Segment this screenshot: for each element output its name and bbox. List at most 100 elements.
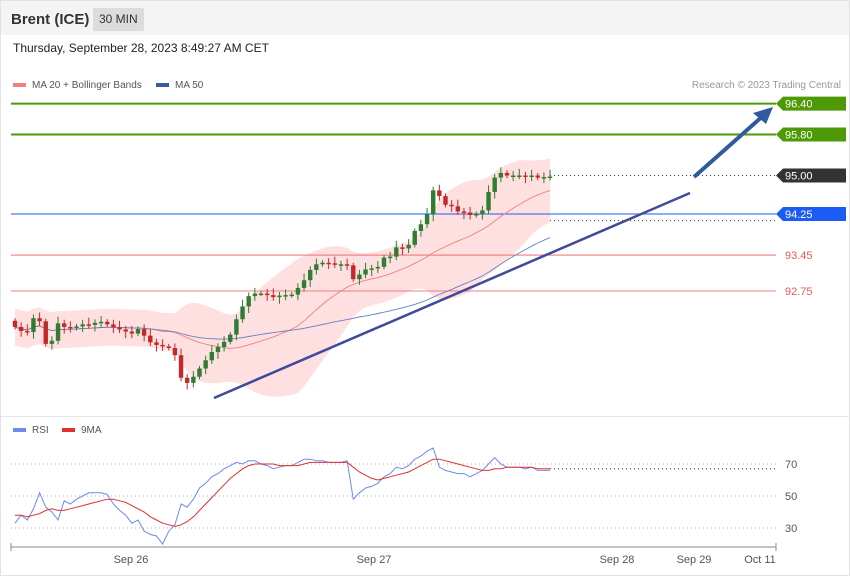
candle-body xyxy=(178,355,184,378)
candle-body xyxy=(277,295,282,298)
projection-arrow-head xyxy=(753,107,773,124)
candle-body xyxy=(320,262,325,265)
rsi-swatch xyxy=(13,428,26,433)
candle-body xyxy=(431,190,436,215)
candle-body xyxy=(31,318,36,333)
candle-body xyxy=(141,328,147,336)
rsi-tick-50: 50 xyxy=(785,491,797,503)
level-label-93.45: 93.45 xyxy=(785,250,813,262)
candle-body xyxy=(98,321,104,324)
candle-body xyxy=(443,196,448,205)
candle-body xyxy=(49,340,55,344)
candle-body xyxy=(123,329,128,332)
candle-body xyxy=(418,224,424,231)
bollinger-band xyxy=(15,158,551,397)
candle-body xyxy=(154,342,159,345)
candle-body xyxy=(332,263,337,265)
candle-body xyxy=(381,257,387,267)
candle-body xyxy=(369,268,374,270)
candle-body xyxy=(467,212,473,216)
candle-body xyxy=(148,335,153,343)
rsi-line xyxy=(14,447,551,545)
candle-body xyxy=(492,177,497,192)
ma50-line xyxy=(14,237,551,340)
panel-divider xyxy=(1,416,849,417)
candle-body xyxy=(363,269,368,275)
candle-body xyxy=(92,322,98,325)
legend-9ma: 9MA xyxy=(62,425,102,436)
candle-body xyxy=(529,175,534,178)
candle-body xyxy=(215,346,221,353)
rsi-ma-label: 9MA xyxy=(81,425,102,436)
candle-body xyxy=(62,323,67,327)
candle-body xyxy=(486,191,491,211)
candle-body xyxy=(246,296,251,307)
candle-body xyxy=(271,295,276,298)
candle-body xyxy=(338,264,344,266)
legend-rsi: RSI xyxy=(13,425,49,436)
candle-body xyxy=(68,326,73,329)
timestamp: Thursday, September 28, 2023 8:49:27 AM … xyxy=(13,41,269,55)
candle-body xyxy=(517,175,522,178)
candle-body xyxy=(37,318,42,322)
ma50-swatch xyxy=(156,83,169,88)
candle-body xyxy=(55,323,61,341)
candle-body xyxy=(547,176,553,179)
candle-body xyxy=(228,334,233,342)
candle-body xyxy=(18,326,24,332)
ma50-label: MA 50 xyxy=(175,80,204,91)
candle-body xyxy=(289,294,294,297)
candle-body xyxy=(209,352,214,361)
candle-body xyxy=(203,360,208,369)
candle-body xyxy=(74,326,79,328)
ma20-swatch xyxy=(13,83,26,88)
x-tick-label: Oct 11 xyxy=(744,554,776,566)
candle-body xyxy=(185,377,190,383)
candle-body xyxy=(523,175,528,178)
rsi-tick-70: 70 xyxy=(785,459,797,471)
candle-body xyxy=(105,321,110,325)
candle-body xyxy=(12,320,18,327)
candle-body xyxy=(43,321,48,344)
candle-body xyxy=(308,269,313,281)
candle-body xyxy=(375,266,381,269)
rsi-label: RSI xyxy=(32,425,49,436)
candle-body xyxy=(474,214,479,216)
level-label-95.00: 95.00 xyxy=(785,171,813,183)
x-tick-label: Sep 26 xyxy=(114,554,149,566)
level-label-94.25: 94.25 xyxy=(785,209,813,221)
candle-body xyxy=(160,344,165,347)
candle-body xyxy=(480,210,485,214)
projection-arrow-shaft xyxy=(692,113,766,179)
level-label-95.80: 95.80 xyxy=(785,129,813,141)
candle-body xyxy=(449,204,454,207)
header-bar: Brent (ICE) 30 MIN xyxy=(1,1,849,35)
level-label-92.75: 92.75 xyxy=(785,286,813,298)
rsi-ma-line xyxy=(15,458,551,527)
rsi-tick-30: 30 xyxy=(785,523,797,535)
candle-body xyxy=(129,331,135,334)
level-tag-95.80 xyxy=(776,127,846,142)
level-tag-94.25 xyxy=(776,207,846,221)
level-tag-95.00 xyxy=(776,168,846,183)
timeframe-badge[interactable]: 30 MIN xyxy=(93,8,144,31)
candle-body xyxy=(111,324,116,328)
candle-body xyxy=(172,347,178,356)
candle-body xyxy=(86,324,91,326)
candle-body xyxy=(437,190,442,197)
candle-body xyxy=(283,295,288,297)
candle-body xyxy=(357,274,362,280)
candle-body xyxy=(197,368,202,377)
candle-body xyxy=(80,324,85,327)
x-tick-label: Sep 28 xyxy=(600,554,635,566)
candle-body xyxy=(221,341,227,347)
candle-body xyxy=(117,327,122,330)
x-tick-label: Sep 27 xyxy=(357,554,392,566)
candle-body xyxy=(258,293,264,296)
candle-body xyxy=(314,264,319,270)
candle-body xyxy=(387,256,393,259)
candle-body xyxy=(264,293,270,296)
legend-ma20: MA 20 + Bollinger Bands xyxy=(13,80,142,91)
candle-body xyxy=(461,211,467,213)
